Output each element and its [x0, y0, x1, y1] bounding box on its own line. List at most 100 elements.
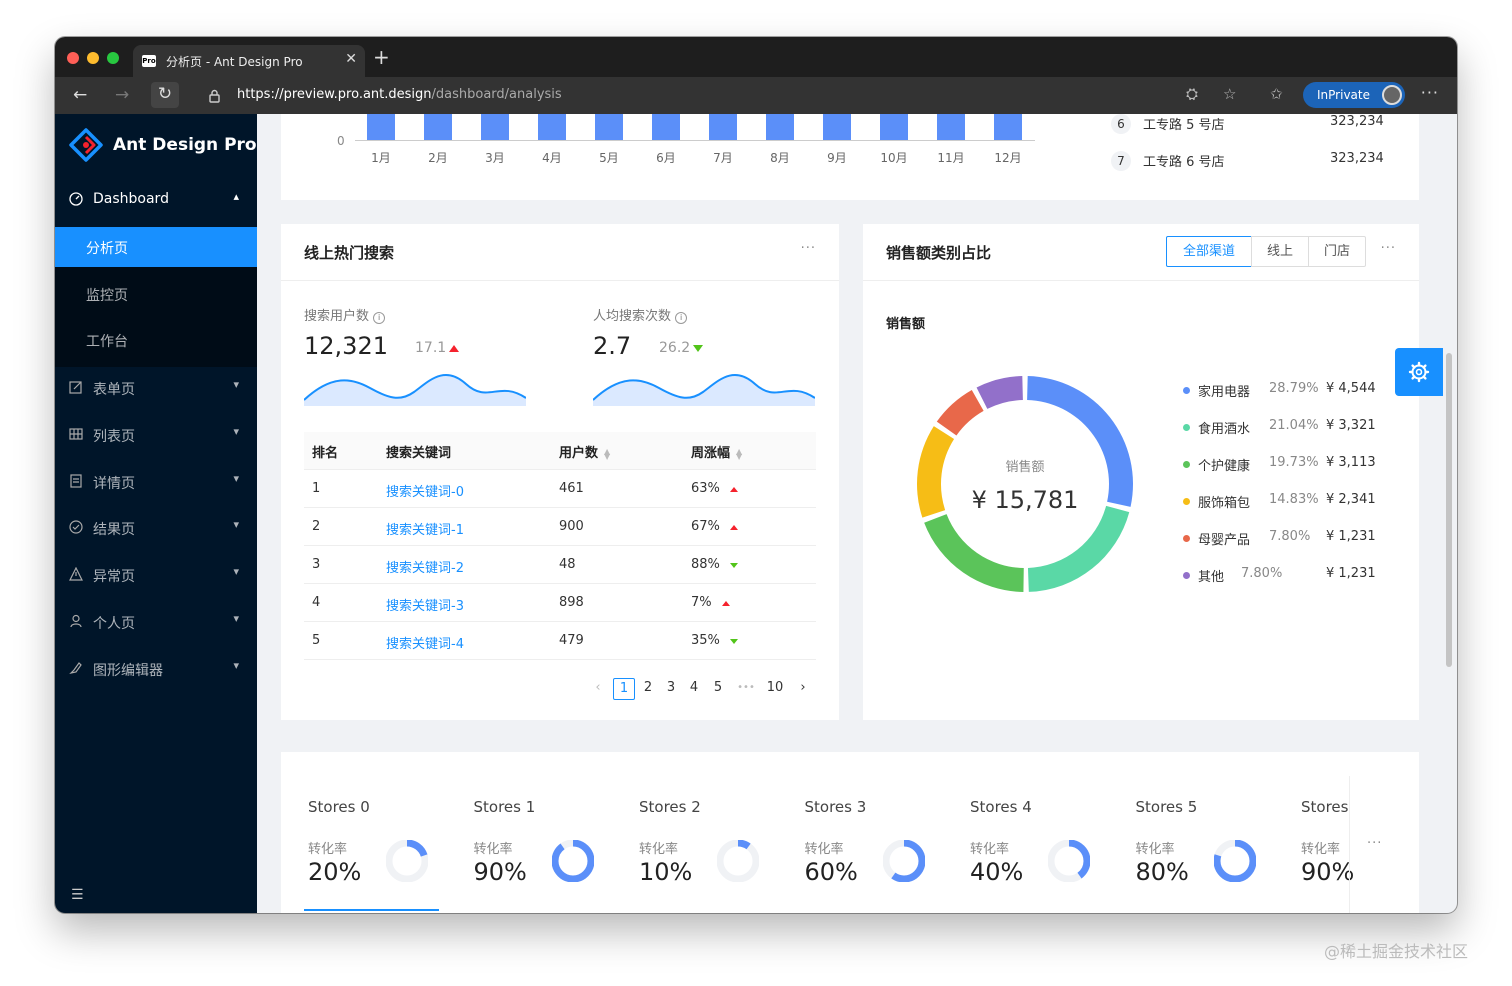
pagination-page[interactable]: 10 — [766, 680, 784, 695]
info-icon[interactable]: i — [373, 312, 386, 324]
menu-dashboard[interactable]: Dashboard ▴ — [55, 180, 257, 220]
caret-up-icon — [729, 487, 738, 492]
menu-fold-icon[interactable]: ☰ — [71, 887, 84, 903]
sidebar-item-monitor[interactable]: 监控页 — [55, 274, 257, 314]
pagination-page[interactable]: 5 — [713, 680, 723, 695]
dashboard-icon — [69, 192, 83, 206]
sidebar-item-form[interactable]: 表单页 ▾ — [55, 368, 257, 408]
radio-all-channels[interactable]: 全部渠道 — [1166, 236, 1252, 267]
store-tab[interactable]: Stores 转化率 90% — [1301, 752, 1353, 912]
inprivate-button[interactable]: InPrivate — [1303, 82, 1405, 108]
browser-tab[interactable]: Pro 分析页 - Ant Design Pro ✕ — [133, 45, 365, 77]
x-tick-label: 2月 — [428, 151, 448, 165]
favorites-icon[interactable]: ✩ — [1270, 85, 1283, 103]
close-window-button[interactable] — [67, 52, 79, 64]
maximize-window-button[interactable] — [107, 52, 119, 64]
store-progress-ring — [551, 840, 594, 882]
back-arrow-icon[interactable]: ← — [73, 85, 88, 105]
more-icon[interactable]: ··· — [1367, 836, 1383, 851]
sidebar-item-list[interactable]: 列表页 ▾ — [55, 415, 257, 455]
sidebar-item-account[interactable]: 个人页 ▾ — [55, 602, 257, 642]
store-tab[interactable]: Stores 3 转化率 60% — [805, 752, 970, 912]
card-divider — [863, 280, 1419, 281]
url-field[interactable]: https://preview.pro.ant.design/dashboard… — [237, 87, 562, 102]
x-tick-label: 7月 — [713, 151, 733, 165]
pagination-page[interactable]: 2 — [643, 680, 653, 695]
translate-icon[interactable]: ⛭ — [1186, 85, 1199, 103]
cell-keyword-link[interactable]: 搜索关键词-3 — [386, 599, 464, 614]
prev-page-icon[interactable]: ‹ — [595, 680, 601, 695]
cell-users: 898 — [559, 595, 584, 610]
legend-name: 其他 — [1198, 570, 1225, 585]
more-icon[interactable]: ··· — [1380, 241, 1396, 256]
sidebar-item-result[interactable]: 结果页 ▾ — [55, 508, 257, 548]
sidebar-item-workplace[interactable]: 工作台 — [55, 320, 257, 360]
x-tick-label: 12月 — [994, 151, 1022, 165]
menu-label: 结果页 — [93, 522, 135, 538]
cell-keyword-link[interactable]: 搜索关键词-0 — [386, 485, 464, 500]
legend-dot — [1183, 424, 1190, 431]
sidebar-item-profile[interactable]: 详情页 ▾ — [55, 462, 257, 502]
logo[interactable]: Ant Design Pro — [69, 128, 259, 162]
donut-slice[interactable] — [1027, 505, 1130, 592]
donut-slice[interactable] — [936, 390, 984, 436]
sidebar-item-analysis[interactable]: 分析页 — [55, 227, 257, 267]
donut-slice[interactable] — [976, 376, 1023, 409]
donut-slice[interactable] — [917, 426, 955, 518]
cell-keyword-link[interactable]: 搜索关键词-1 — [386, 523, 464, 538]
tab-divider — [1349, 776, 1350, 913]
rank-store-name: 工专路 6 号店 — [1143, 155, 1225, 170]
store-name: Stores — [1301, 798, 1349, 816]
donut-slice[interactable] — [924, 514, 1024, 592]
sidebar-item-exception[interactable]: 异常页 ▾ — [55, 555, 257, 595]
setting-drawer-button[interactable] — [1395, 348, 1443, 396]
page-scrollbar[interactable] — [1446, 353, 1452, 667]
more-icon[interactable]: ··· — [800, 241, 816, 256]
tab-title: 分析页 - Ant Design Pro — [166, 55, 303, 69]
ant-design-logo-icon — [69, 128, 103, 162]
cell-change: 88% — [691, 557, 738, 572]
legend-name: 食用酒水 — [1198, 422, 1251, 437]
minimize-window-button[interactable] — [87, 52, 99, 64]
forward-arrow-icon[interactable]: → — [115, 85, 130, 105]
legend-percent: 28.79% — [1269, 381, 1319, 396]
stat-label: 人均搜索次数 i — [593, 305, 688, 324]
more-icon[interactable]: ··· — [1420, 83, 1439, 102]
gear-icon — [1408, 361, 1430, 383]
avg-search-change: 26.2 — [659, 340, 704, 356]
star-icon[interactable]: ☆ — [1223, 85, 1237, 103]
new-tab-icon[interactable]: + — [373, 45, 390, 69]
store-tab[interactable]: Stores 1 转化率 90% — [474, 752, 639, 912]
pagination-page[interactable]: 1 — [613, 678, 635, 700]
radio-stores[interactable]: 门店 — [1308, 236, 1366, 267]
radio-online[interactable]: 线上 — [1251, 236, 1309, 267]
rank-value: 323,234 — [1330, 151, 1384, 166]
legend-dot — [1183, 535, 1190, 542]
tab-close-icon[interactable]: ✕ — [345, 51, 357, 67]
donut-slice[interactable] — [1027, 376, 1133, 507]
column-header-users[interactable]: 用户数 ▲ ▼ — [559, 446, 611, 461]
chart-bar — [709, 114, 737, 140]
store-tab[interactable]: Stores 4 转化率 40% — [970, 752, 1135, 912]
cell-keyword-link[interactable]: 搜索关键词-2 — [386, 561, 464, 576]
legend-name: 母婴产品 — [1198, 533, 1251, 548]
pagination-page[interactable]: 3 — [666, 680, 676, 695]
watermark: @稀土掘金技术社区 — [1324, 942, 1469, 961]
pagination-jump-next[interactable]: ••• — [737, 682, 755, 693]
card-title: 线上热门搜索 — [304, 244, 395, 262]
store-tab[interactable]: Stores 0 转化率 20% — [308, 752, 473, 912]
chart-bar — [880, 114, 908, 140]
legend-percent: 14.83% — [1269, 492, 1319, 507]
store-progress-ring — [1213, 840, 1256, 882]
info-icon[interactable]: i — [675, 312, 688, 324]
pagination-page[interactable]: 4 — [689, 680, 699, 695]
cell-keyword-link[interactable]: 搜索关键词-4 — [386, 637, 464, 652]
store-tab[interactable]: Stores 5 转化率 80% — [1136, 752, 1301, 912]
refresh-icon[interactable]: ↻ — [151, 82, 179, 108]
store-tab[interactable]: Stores 2 转化率 10% — [639, 752, 804, 912]
column-header: 排名 — [312, 446, 339, 461]
column-header-change[interactable]: 周涨幅 ▲ ▼ — [691, 446, 743, 461]
sidebar-item-editor[interactable]: 图形编辑器 ▾ — [55, 649, 257, 689]
dashboard-submenu: 分析页 监控页 工作台 — [55, 227, 257, 367]
next-page-icon[interactable]: › — [800, 680, 806, 695]
